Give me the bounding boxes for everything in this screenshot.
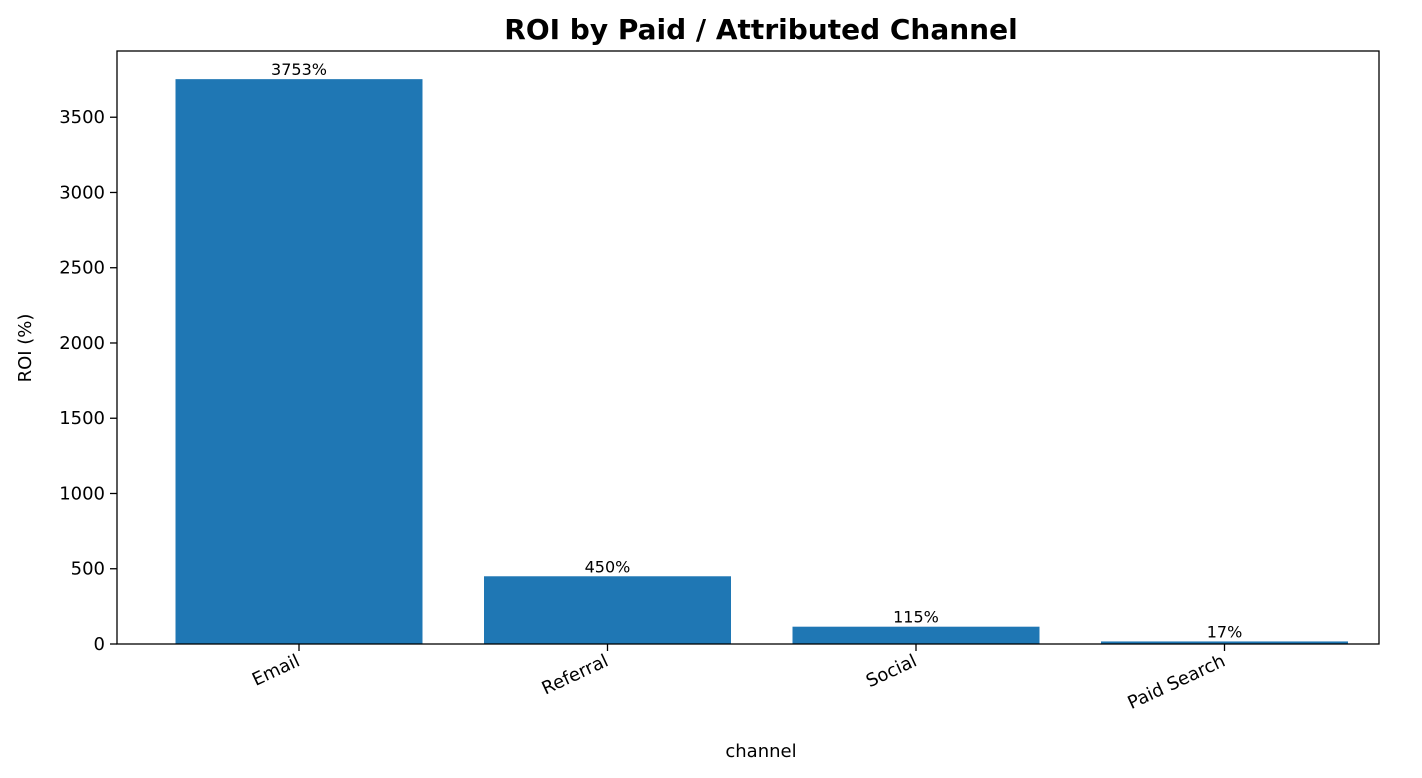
- y-axis-label: ROI (%): [15, 314, 36, 383]
- y-tick-label: 3500: [59, 107, 105, 128]
- x-tick-label: Paid Search: [1125, 650, 1229, 713]
- bar-paid-search: [1101, 641, 1348, 644]
- bar-value-label: 115%: [893, 608, 939, 627]
- bar-email: [175, 79, 423, 645]
- plot-area: 3753% 450% 115% 17% 0 500 1000 1500 2000 2500 3000…: [59, 50, 1380, 714]
- bar-value-label: 17%: [1207, 622, 1243, 641]
- y-tick-label: 500: [71, 559, 105, 580]
- y-tick-label: 2500: [59, 258, 105, 279]
- y-tick-label: 2000: [59, 333, 105, 354]
- y-tick-label: 1500: [59, 408, 105, 429]
- bar-value-label: 3753%: [271, 60, 327, 79]
- chart-title: ROI by Paid / Attributed Channel: [504, 13, 1017, 46]
- y-tick-label: 1000: [59, 483, 105, 504]
- bar-value-label: 450%: [585, 557, 631, 576]
- plot-frame: [116, 50, 1380, 645]
- x-tick-label: Referral: [539, 650, 612, 699]
- x-tick-label: Email: [249, 650, 303, 690]
- bar-social: [792, 626, 1040, 644]
- x-tick-label: Social: [863, 650, 920, 692]
- x-axis-label: channel: [725, 741, 796, 762]
- y-tick-label: 0: [94, 634, 105, 655]
- bar-referral: [484, 576, 731, 644]
- y-tick-label: 3000: [59, 182, 105, 203]
